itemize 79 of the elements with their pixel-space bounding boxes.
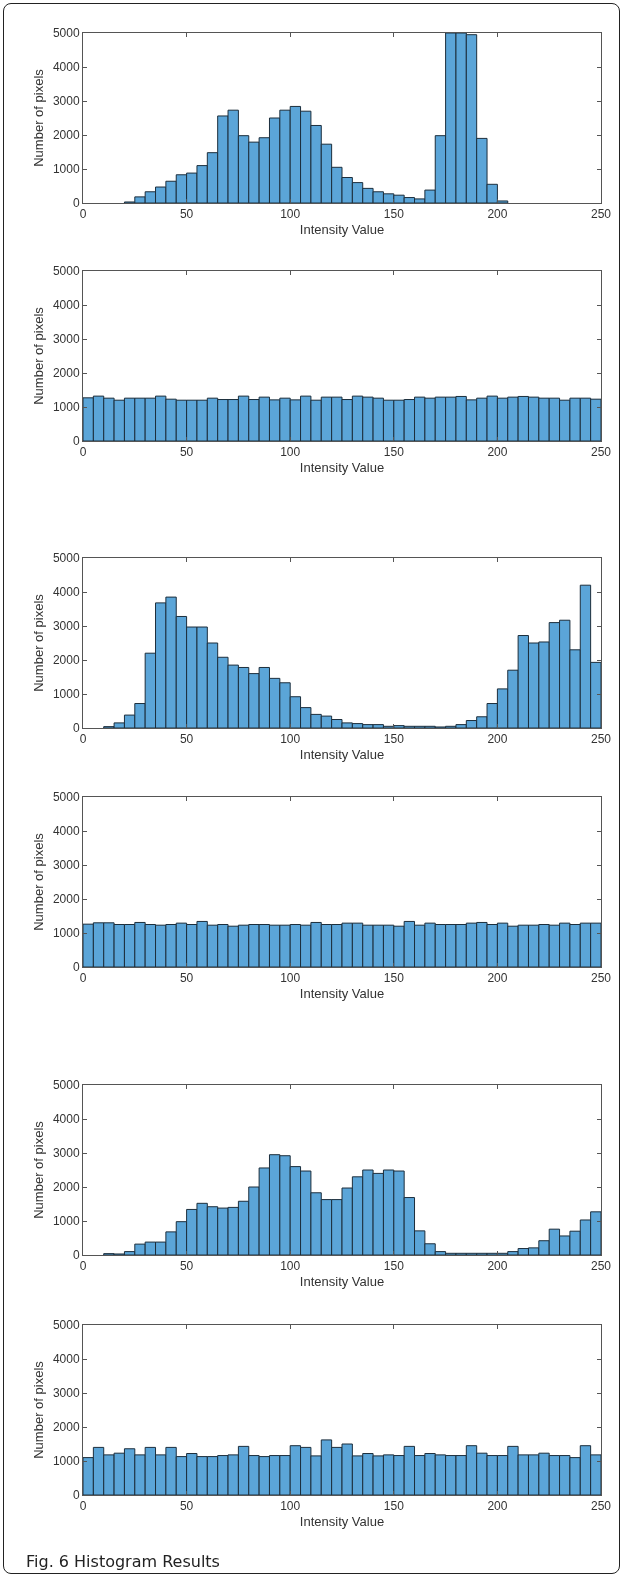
x-axis-title: Intensity Value — [299, 1514, 385, 1529]
y-tick-label: 2000 — [52, 653, 80, 668]
y-axis-title: Number of pixels — [30, 68, 46, 167]
x-tick-label: 200 — [487, 445, 508, 460]
y-tick-label: 3000 — [52, 1146, 80, 1161]
x-axis-title: Intensity Value — [299, 986, 385, 1001]
x-tick-label: 250 — [590, 445, 612, 460]
x-tick-label: 100 — [280, 732, 301, 747]
y-tick-label: 5000 — [52, 790, 80, 805]
x-tick-label: 50 — [179, 1259, 194, 1274]
y-axis-title: Number of pixels — [30, 593, 46, 692]
y-tick-label: 4000 — [52, 1352, 80, 1367]
x-tick-label: 50 — [179, 732, 194, 747]
x-axis-title: Intensity Value — [299, 222, 385, 237]
y-tick-label: 5000 — [52, 551, 80, 566]
y-tick-label: 4000 — [52, 60, 80, 75]
y-tick-label: 5000 — [52, 1078, 80, 1093]
x-tick-label: 150 — [383, 445, 405, 460]
y-axis-title: Number of pixels — [30, 1360, 46, 1459]
y-tick-label: 2000 — [52, 892, 80, 907]
y-tick-label: 0 — [72, 721, 80, 736]
x-tick-label: 100 — [280, 1259, 301, 1274]
y-tick-label: 5000 — [52, 26, 80, 41]
y-tick-label: 4000 — [52, 824, 80, 839]
x-tick-label: 250 — [590, 1499, 612, 1514]
x-tick-label: 250 — [590, 971, 612, 986]
x-tick-label: 100 — [280, 1499, 301, 1514]
x-tick-label: 150 — [383, 732, 405, 747]
y-tick-label: 4000 — [52, 585, 80, 600]
y-axis-title: Number of pixels — [30, 832, 46, 931]
y-tick-label: 0 — [72, 1248, 80, 1263]
y-tick-label: 3000 — [52, 94, 80, 109]
y-tick-label: 0 — [72, 434, 80, 449]
x-tick-label: 100 — [280, 207, 301, 222]
y-axis-title: Number of pixels — [30, 306, 46, 405]
x-tick-label: 250 — [590, 732, 612, 747]
x-tick-label: 100 — [280, 445, 301, 460]
x-tick-label: 50 — [179, 445, 194, 460]
x-tick-label: 200 — [487, 207, 508, 222]
x-tick-label: 50 — [179, 1499, 194, 1514]
y-tick-label: 4000 — [52, 298, 80, 313]
y-tick-label: 3000 — [52, 858, 80, 873]
y-axis-title: Number of pixels — [30, 1120, 46, 1219]
y-tick-label: 1000 — [52, 1214, 80, 1229]
y-tick-label: 3000 — [52, 332, 80, 347]
y-tick-label: 1000 — [52, 400, 80, 415]
y-tick-label: 5000 — [52, 1318, 80, 1333]
x-axis-title: Intensity Value — [299, 460, 385, 475]
y-tick-label: 2000 — [52, 366, 80, 381]
x-tick-label: 50 — [179, 971, 194, 986]
x-tick-label: 250 — [590, 1259, 612, 1274]
y-tick-label: 2000 — [52, 128, 80, 143]
y-tick-label: 2000 — [52, 1180, 80, 1195]
y-tick-label: 0 — [72, 196, 80, 211]
y-tick-label: 1000 — [52, 162, 80, 177]
x-tick-label: 50 — [179, 207, 194, 222]
x-tick-label: 100 — [280, 971, 301, 986]
x-tick-label: 150 — [383, 207, 405, 222]
y-tick-label: 1000 — [52, 687, 80, 702]
x-tick-label: 200 — [487, 1259, 508, 1274]
y-tick-label: 0 — [72, 1488, 80, 1503]
x-tick-label: 250 — [590, 207, 612, 222]
x-tick-label: 200 — [487, 971, 508, 986]
y-tick-label: 1000 — [52, 926, 80, 941]
y-tick-label: 1000 — [52, 1454, 80, 1469]
x-tick-label: 200 — [487, 732, 508, 747]
x-tick-label: 150 — [383, 971, 405, 986]
caption: Fig. 6 Histogram Results — [26, 1552, 221, 1571]
y-tick-label: 4000 — [52, 1112, 80, 1127]
x-axis-title: Intensity Value — [299, 747, 385, 762]
y-tick-label: 5000 — [52, 264, 80, 279]
y-tick-label: 0 — [72, 960, 80, 975]
x-tick-label: 200 — [487, 1499, 508, 1514]
y-tick-label: 3000 — [52, 1386, 80, 1401]
x-axis-title: Intensity Value — [299, 1274, 385, 1289]
y-tick-label: 2000 — [52, 1420, 80, 1435]
x-tick-label: 150 — [383, 1259, 405, 1274]
x-tick-label: 150 — [383, 1499, 405, 1514]
y-tick-label: 3000 — [52, 619, 80, 634]
